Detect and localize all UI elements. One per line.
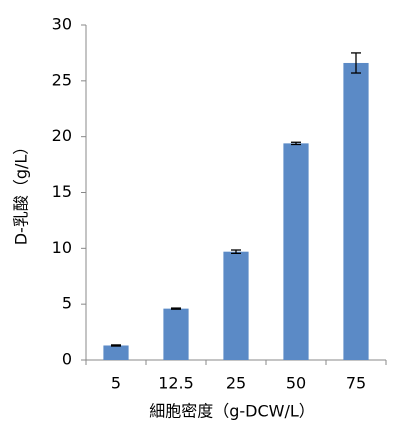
error-bar [231, 249, 241, 255]
y-tick-label: 0 [62, 350, 72, 369]
x-tick-label: 5 [111, 374, 121, 393]
error-bar [171, 307, 181, 310]
error-bar [351, 52, 361, 74]
y-axis-title: D-乳酸（g/L） [12, 139, 31, 246]
y-tick-label: 20 [52, 126, 72, 145]
error-bar [291, 141, 301, 146]
y-tick-label: 30 [52, 15, 72, 34]
y-tick-label: 5 [62, 294, 72, 313]
x-tick-label: 75 [346, 374, 366, 393]
x-tick-label: 50 [286, 374, 306, 393]
bar [343, 62, 369, 360]
error-bar [111, 344, 121, 347]
bar [163, 308, 189, 360]
y-tick-label: 15 [52, 182, 72, 201]
bar [283, 143, 309, 360]
y-tick-label: 25 [52, 70, 72, 89]
x-axis-title: 細胞密度（g-DCW/L） [149, 402, 315, 421]
y-tick-label: 10 [52, 238, 72, 257]
x-tick-label: 25 [226, 374, 246, 393]
bar [103, 345, 129, 360]
bar [223, 251, 249, 360]
x-tick-label: 12.5 [158, 374, 194, 393]
